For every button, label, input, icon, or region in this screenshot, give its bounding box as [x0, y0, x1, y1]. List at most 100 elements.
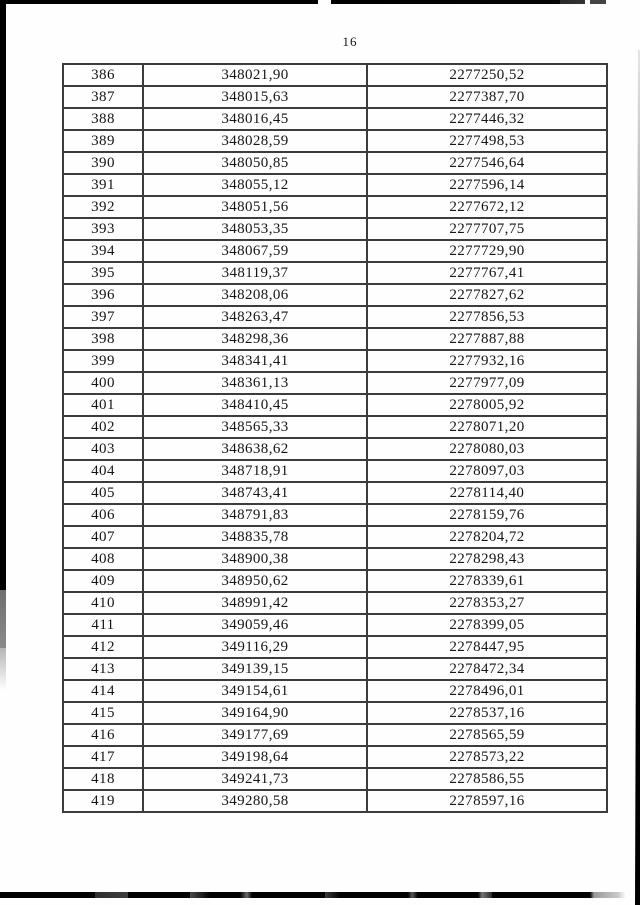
- scan-edge-top: [0, 0, 606, 4]
- table-row: 412 349116,29 2278447,95: [62, 635, 608, 659]
- cell-value-1: 348208,06: [142, 283, 368, 307]
- cell-value-1: 348835,78: [142, 525, 368, 549]
- cell-point-number: 411: [62, 613, 144, 637]
- table-row: 415 349164,90 2278537,16: [62, 701, 608, 725]
- cell-value-2: 2277827,62: [366, 283, 608, 307]
- table-row: 388 348016,45 2277446,32: [62, 107, 608, 131]
- cell-value-1: 348028,59: [142, 129, 368, 153]
- cell-point-number: 401: [62, 393, 144, 417]
- cell-value-1: 348050,85: [142, 151, 368, 175]
- table-row: 393 348053,35 2277707,75: [62, 217, 608, 241]
- cell-value-2: 2277446,32: [366, 107, 608, 131]
- cell-point-number: 404: [62, 459, 144, 483]
- cell-value-2: 2278114,40: [366, 481, 608, 505]
- cell-value-1: 348263,47: [142, 305, 368, 329]
- table-row: 386 348021,90 2277250,52: [62, 63, 608, 87]
- cell-value-1: 349164,90: [142, 701, 368, 725]
- cell-value-1: 348791,83: [142, 503, 368, 527]
- cell-value-2: 2277546,64: [366, 151, 608, 175]
- table-row: 392 348051,56 2277672,12: [62, 195, 608, 219]
- cell-value-2: 2278071,20: [366, 415, 608, 439]
- cell-point-number: 406: [62, 503, 144, 527]
- cell-point-number: 405: [62, 481, 144, 505]
- cell-point-number: 389: [62, 129, 144, 153]
- cell-point-number: 393: [62, 217, 144, 241]
- cell-point-number: 410: [62, 591, 144, 615]
- cell-point-number: 398: [62, 327, 144, 351]
- cell-value-1: 349116,29: [142, 635, 368, 659]
- cell-value-2: 2278204,72: [366, 525, 608, 549]
- cell-point-number: 415: [62, 701, 144, 725]
- table-row: 394 348067,59 2277729,90: [62, 239, 608, 263]
- cell-value-2: 2278298,43: [366, 547, 608, 571]
- cell-point-number: 413: [62, 657, 144, 681]
- cell-value-2: 2277932,16: [366, 349, 608, 373]
- page-number: 16: [342, 34, 358, 49]
- table-row: 411 349059,46 2278399,05: [62, 613, 608, 637]
- table-row: 414 349154,61 2278496,01: [62, 679, 608, 703]
- cell-value-1: 348638,62: [142, 437, 368, 461]
- cell-value-2: 2278597,16: [366, 789, 608, 813]
- cell-value-2: 2278159,76: [366, 503, 608, 527]
- cell-value-1: 348991,42: [142, 591, 368, 615]
- cell-value-2: 2277887,88: [366, 327, 608, 351]
- table-row: 417 349198,64 2278573,22: [62, 745, 608, 769]
- cell-value-2: 2278399,05: [366, 613, 608, 637]
- cell-value-1: 348410,45: [142, 393, 368, 417]
- cell-value-2: 2277672,12: [366, 195, 608, 219]
- cell-value-2: 2278005,92: [366, 393, 608, 417]
- cell-value-2: 2278537,16: [366, 701, 608, 725]
- cell-value-1: 348053,35: [142, 217, 368, 241]
- cell-value-2: 2277596,14: [366, 173, 608, 197]
- table-row: 402 348565,33 2278071,20: [62, 415, 608, 439]
- data-table-body: 386 348021,90 2277250,52 387 348015,63 227738…: [62, 63, 608, 813]
- table-row: 389 348028,59 2277498,53: [62, 129, 608, 153]
- cell-point-number: 392: [62, 195, 144, 219]
- table-row: 413 349139,15 2278472,34: [62, 657, 608, 681]
- table-row: 405 348743,41 2278114,40: [62, 481, 608, 505]
- cell-value-2: 2277498,53: [366, 129, 608, 153]
- cell-value-1: 348051,56: [142, 195, 368, 219]
- cell-point-number: 387: [62, 85, 144, 109]
- cell-value-2: 2278586,55: [366, 767, 608, 791]
- cell-value-1: 348341,41: [142, 349, 368, 373]
- cell-point-number: 396: [62, 283, 144, 307]
- cell-value-2: 2277977,09: [366, 371, 608, 395]
- cell-value-1: 349139,15: [142, 657, 368, 681]
- cell-value-2: 2278496,01: [366, 679, 608, 703]
- cell-value-2: 2278472,34: [366, 657, 608, 681]
- table-row: 416 349177,69 2278565,59: [62, 723, 608, 747]
- cell-value-2: 2278573,22: [366, 745, 608, 769]
- cell-value-2: 2278353,27: [366, 591, 608, 615]
- cell-point-number: 395: [62, 261, 144, 285]
- table-row: 406 348791,83 2278159,76: [62, 503, 608, 527]
- cell-value-1: 348021,90: [142, 63, 368, 87]
- table-row: 401 348410,45 2278005,92: [62, 393, 608, 417]
- cell-value-1: 348067,59: [142, 239, 368, 263]
- cell-value-2: 2278080,03: [366, 437, 608, 461]
- cell-value-1: 348015,63: [142, 85, 368, 109]
- table-row: 397 348263,47 2277856,53: [62, 305, 608, 329]
- table-row: 387 348015,63 2277387,70: [62, 85, 608, 109]
- cell-value-1: 348743,41: [142, 481, 368, 505]
- cell-value-1: 348565,33: [142, 415, 368, 439]
- table-row: 419 349280,58 2278597,16: [62, 789, 608, 813]
- cell-value-2: 2278339,61: [366, 569, 608, 593]
- table-row: 400 348361,13 2277977,09: [62, 371, 608, 395]
- cell-point-number: 403: [62, 437, 144, 461]
- cell-value-1: 349280,58: [142, 789, 368, 813]
- cell-value-2: 2278097,03: [366, 459, 608, 483]
- cell-point-number: 386: [62, 63, 144, 87]
- scan-edge-bottom: [0, 892, 640, 898]
- table-row: 391 348055,12 2277596,14: [62, 173, 608, 197]
- cell-value-2: 2277856,53: [366, 305, 608, 329]
- cell-value-1: 348298,36: [142, 327, 368, 351]
- cell-value-1: 348718,91: [142, 459, 368, 483]
- scan-edge-right: [635, 50, 640, 905]
- table-row: 407 348835,78 2278204,72: [62, 525, 608, 549]
- scan-edge-left: [0, 0, 6, 690]
- cell-value-1: 349198,64: [142, 745, 368, 769]
- cell-point-number: 397: [62, 305, 144, 329]
- cell-point-number: 412: [62, 635, 144, 659]
- cell-value-1: 349241,73: [142, 767, 368, 791]
